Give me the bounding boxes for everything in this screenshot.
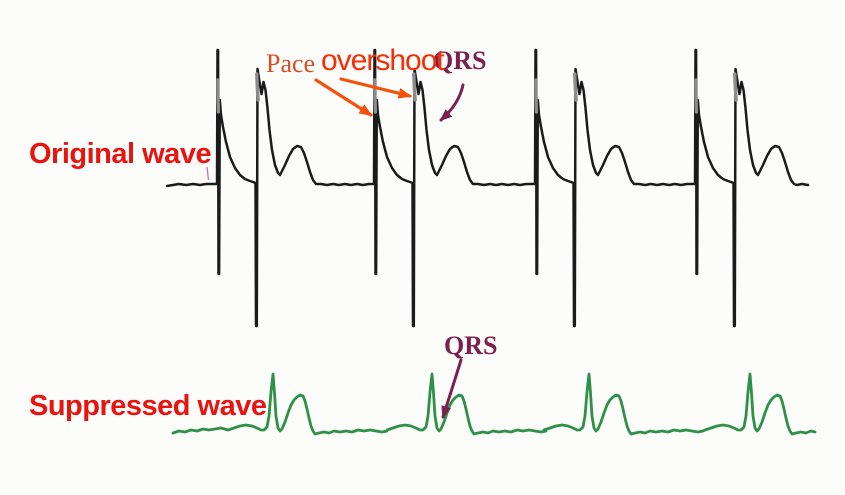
suppressed-wave-trace	[171, 372, 817, 436]
pace-label: Pace	[266, 49, 316, 78]
pace-overshoot-gray-mark	[412, 72, 417, 102]
suppressed-wave-label: Suppressed wave	[29, 390, 267, 422]
pace-arrow	[314, 78, 373, 117]
original-wave-label: Original wave	[29, 138, 212, 170]
qrs-top-arrow	[439, 83, 465, 122]
pace-overshoot-gray-mark	[733, 72, 738, 102]
original-wave-trace	[165, 48, 810, 328]
pace-overshoot-gray-mark	[573, 72, 578, 102]
qrs-label-top: QRS	[433, 46, 487, 75]
stray-mark	[206, 166, 210, 181]
pace-overshoot-gray-mark	[255, 72, 260, 102]
qrs-label-bottom: QRS	[444, 331, 498, 360]
overshoot-arrow	[339, 77, 412, 99]
overshoot-label: overshoot	[321, 44, 445, 77]
qrs-bottom-arrow	[441, 358, 463, 419]
